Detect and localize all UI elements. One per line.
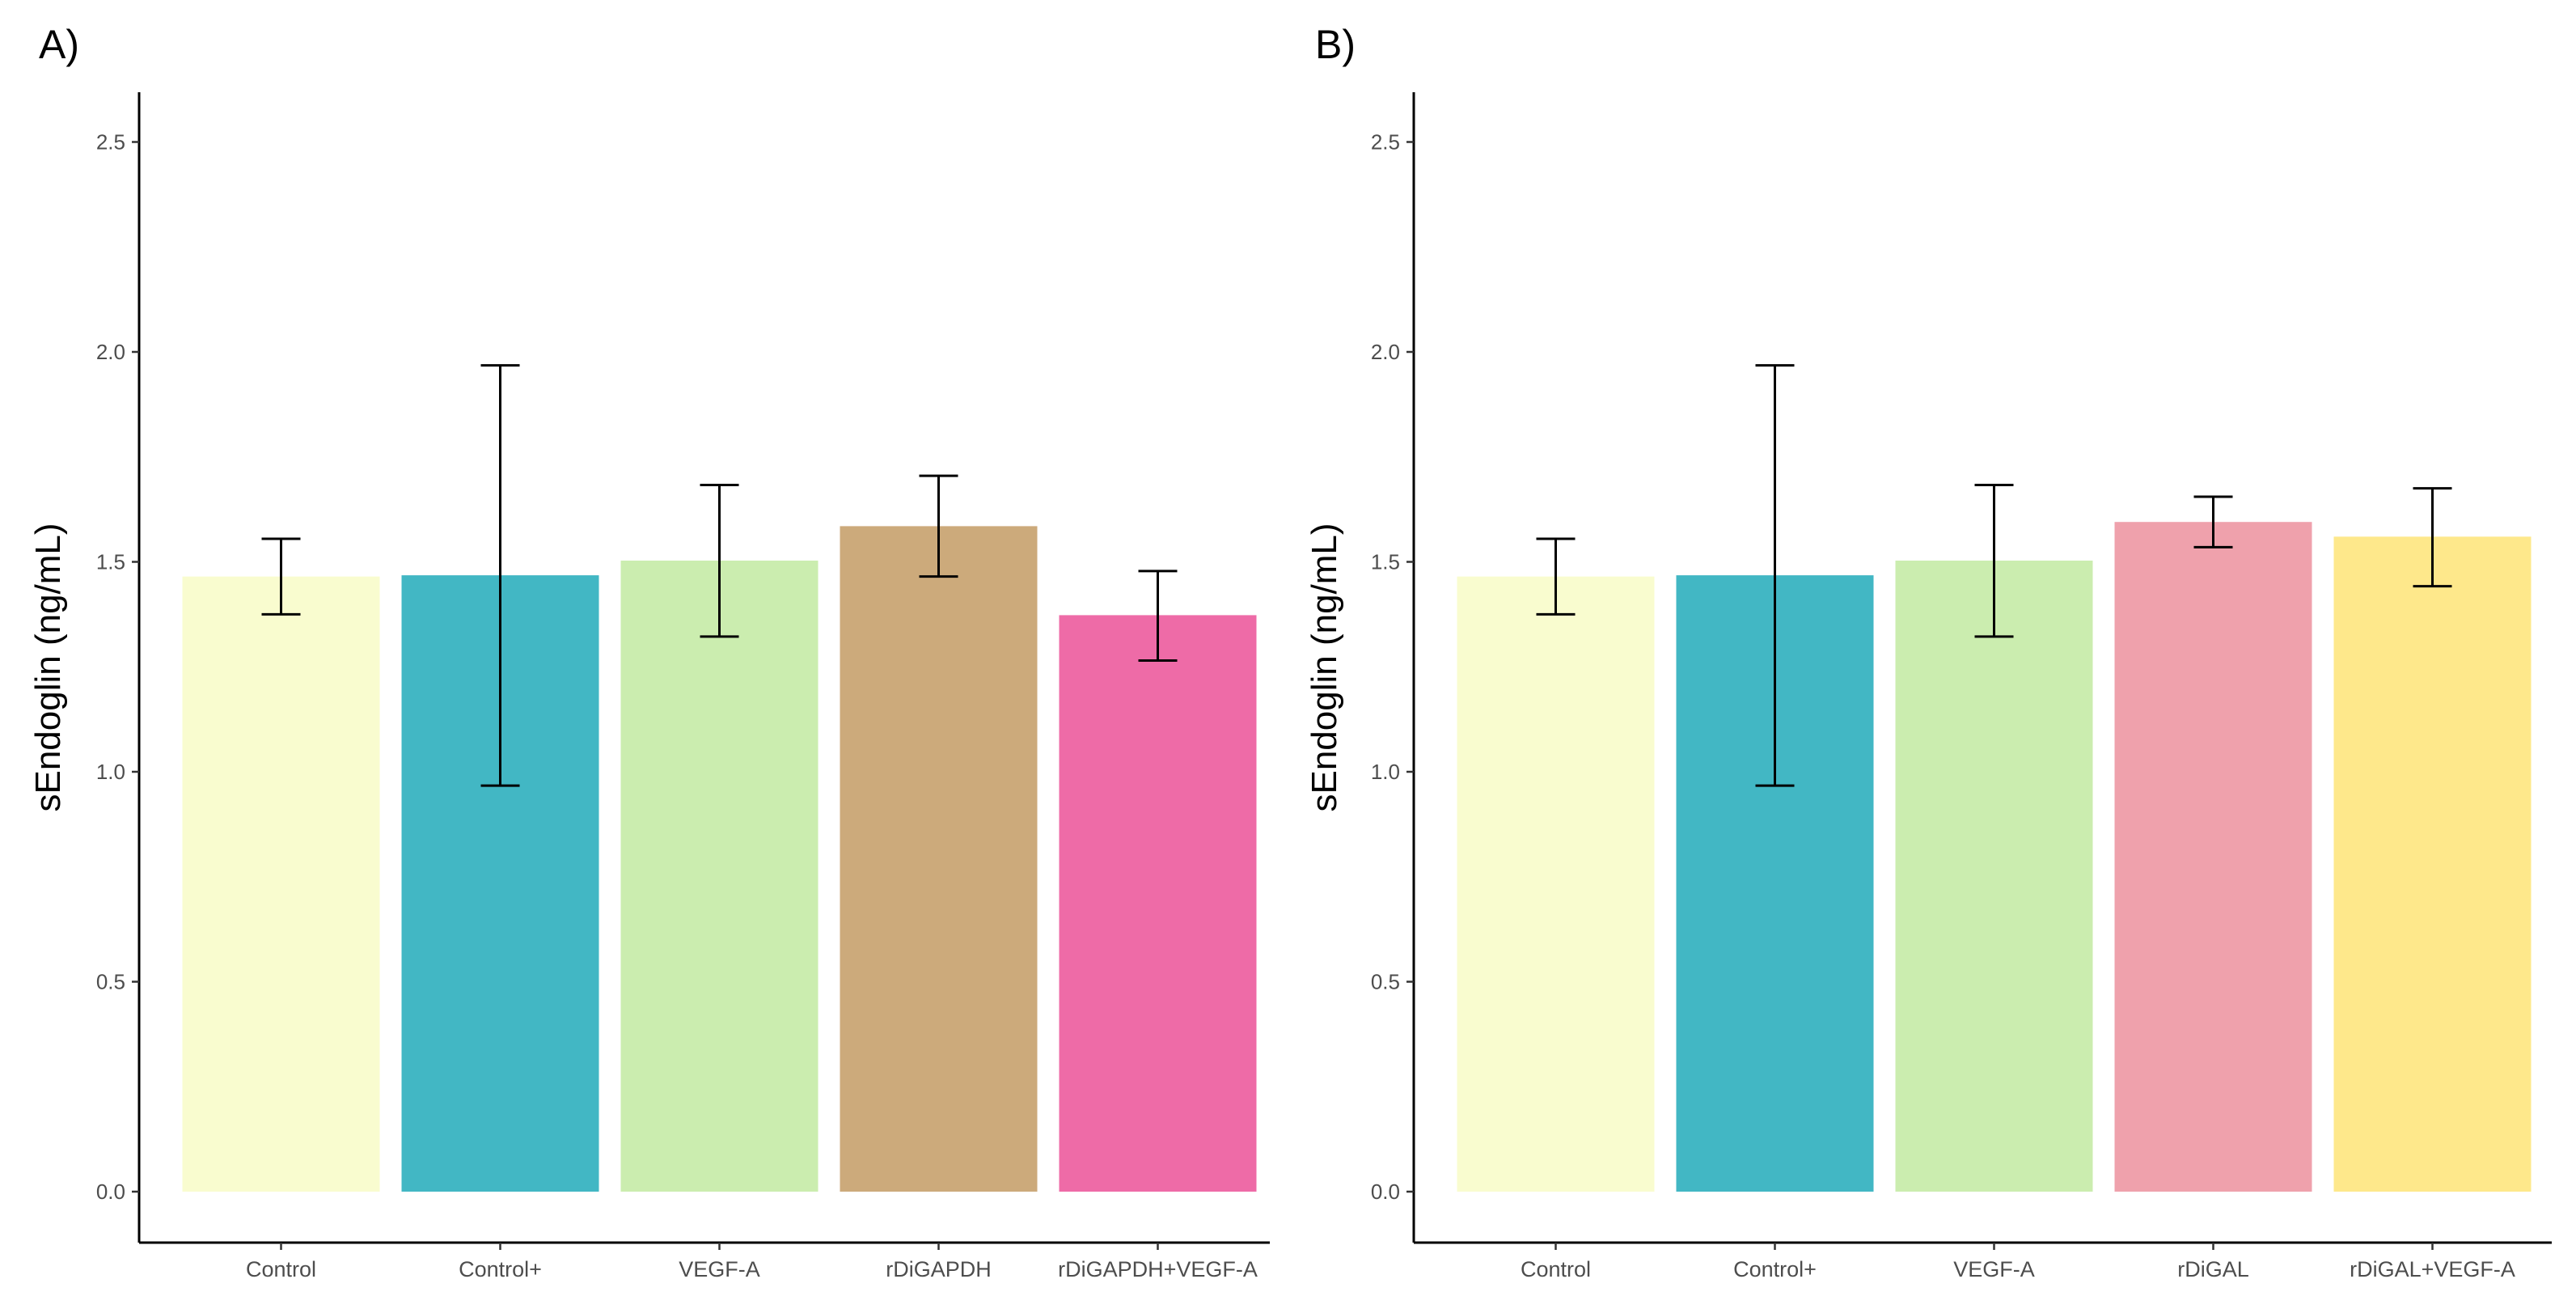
panel-b-bar-5 <box>2333 536 2532 1192</box>
panel-b-bar-3 <box>1895 560 2093 1192</box>
panel-b-y-tick-label-4: 2.0 <box>1371 340 1400 364</box>
panel-b-label: B) <box>1315 22 1356 67</box>
panel-b-y-tick-label-0: 0.0 <box>1371 1180 1400 1204</box>
panel-b-y-tick-label-3: 1.5 <box>1371 550 1400 574</box>
panel-b-y-axis-title: sEndoglin (ng/mL) <box>1305 523 1344 811</box>
panel-a-y-tick-label-3: 1.5 <box>96 550 125 574</box>
panel-b-bar-4 <box>2114 522 2312 1192</box>
panel-a-category-label-3: VEGF-A <box>679 1257 760 1281</box>
panel-a-y-axis-title: sEndoglin (ng/mL) <box>28 523 68 811</box>
panel-a-label: A) <box>39 22 79 67</box>
panel-a-bar-1 <box>182 576 380 1192</box>
panel-a-category-label-5: rDiGAPDH+VEGF-A <box>1058 1257 1258 1281</box>
panel-b-category-label-4: rDiGAL <box>2177 1257 2249 1281</box>
panel-b-y-tick-label-1: 0.5 <box>1371 970 1400 994</box>
panel-a-y-tick-label-2: 1.0 <box>96 760 125 784</box>
panel-b-bar-1 <box>1457 576 1655 1192</box>
panel-a-bar-3 <box>620 560 818 1192</box>
panel-b-category-label-2: Control+ <box>1733 1257 1817 1281</box>
panel-b-category-label-1: Control <box>1521 1257 1591 1281</box>
panel-a-category-label-4: rDiGAPDH <box>886 1257 992 1281</box>
panel-a-category-label-2: Control+ <box>459 1257 542 1281</box>
panel-a-bar-4 <box>840 526 1038 1192</box>
panel-b-category-label-5: rDiGAL+VEGF-A <box>2350 1257 2515 1281</box>
panel-b-y-tick-label-5: 2.5 <box>1371 130 1400 155</box>
panel-a-category-label-1: Control <box>246 1257 316 1281</box>
panel-a-bar-5 <box>1059 615 1257 1192</box>
panel-b-category-label-3: VEGF-A <box>1953 1257 2035 1281</box>
panel-a-y-tick-label-0: 0.0 <box>96 1180 125 1204</box>
panel-b-y-tick-label-2: 1.0 <box>1371 760 1400 784</box>
panel-a-y-tick-label-1: 0.5 <box>96 970 125 994</box>
panel-a-y-tick-label-4: 2.0 <box>96 340 125 364</box>
panel-a-y-tick-label-5: 2.5 <box>96 130 125 155</box>
